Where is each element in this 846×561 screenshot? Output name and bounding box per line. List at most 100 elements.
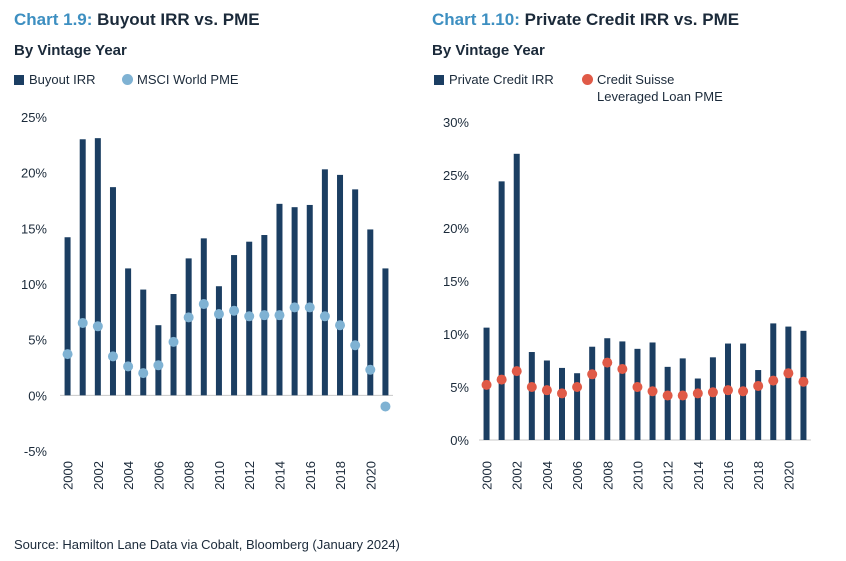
x-tick-label: 2020: [363, 461, 378, 490]
y-tick-label: 0%: [28, 388, 47, 403]
bar: [604, 338, 611, 440]
bar: [785, 326, 792, 440]
pme-point: [707, 387, 718, 398]
pme-point: [123, 361, 134, 372]
pme-point: [107, 351, 118, 362]
bar: [574, 373, 581, 440]
bar: [200, 238, 207, 396]
pme-point: [335, 320, 346, 331]
bar: [79, 139, 86, 396]
pme-point: [289, 302, 300, 313]
pme-point: [692, 388, 703, 399]
x-tick-label: 2016: [303, 461, 318, 490]
bar: [337, 174, 344, 396]
y-tick-label: 10%: [443, 327, 469, 342]
y-tick-label: 20%: [21, 166, 47, 181]
y-tick-label: 25%: [443, 168, 469, 183]
chart-title: Chart 1.9: Buyout IRR vs. PME: [14, 10, 260, 30]
x-tick-label: 2018: [751, 461, 766, 490]
pme-point: [168, 336, 179, 347]
y-tick-label: -5%: [24, 444, 48, 459]
pme-point: [92, 321, 103, 332]
bar: [709, 357, 716, 440]
x-tick-label: 2008: [182, 461, 197, 490]
y-tick-label: 10%: [21, 277, 47, 292]
pme-point: [319, 311, 330, 322]
pme-point: [557, 388, 567, 399]
x-tick-label: 2012: [661, 461, 676, 490]
bar: [382, 268, 389, 396]
bar: [64, 237, 71, 396]
x-tick-label: 2004: [540, 461, 555, 490]
bar: [559, 367, 565, 440]
y-tick-label: 0%: [450, 433, 469, 448]
pme-point: [229, 305, 240, 316]
bar: [321, 169, 328, 396]
pme-point: [798, 376, 809, 387]
pme-point: [274, 310, 285, 321]
pme-point: [587, 369, 598, 380]
x-tick-label: 2000: [480, 461, 495, 490]
bar: [367, 229, 374, 396]
pme-point: [647, 386, 658, 397]
bar: [276, 203, 283, 396]
pme-point: [304, 302, 315, 313]
bar: [513, 153, 520, 441]
bar: [215, 286, 222, 396]
y-tick-label: 15%: [21, 221, 47, 236]
legend-label: Buyout IRR: [29, 72, 96, 87]
pme-point: [77, 317, 88, 328]
bar: [589, 346, 596, 440]
legend-label: MSCI World PME: [137, 72, 239, 87]
legend-dot-swatch: [122, 74, 133, 85]
bar: [694, 378, 701, 440]
pme-point: [602, 357, 613, 368]
pme-point: [153, 360, 164, 371]
pme-point: [768, 375, 779, 386]
chart-number: Chart 1.9:: [14, 10, 93, 29]
x-tick-label: 2002: [91, 461, 106, 490]
pme-point: [677, 390, 688, 401]
legend-label-line2: Leveraged Loan PME: [597, 89, 723, 104]
legend-bar-swatch: [14, 75, 24, 85]
pme-point: [541, 385, 552, 396]
x-tick-label: 2004: [121, 461, 136, 490]
chart-panel-private-credit: Chart 1.10: Private Credit IRR vs. PME B…: [420, 0, 840, 520]
pme-point: [753, 380, 764, 391]
x-tick-label: 2002: [510, 461, 525, 490]
pme-point: [138, 368, 149, 379]
chart-plot-private-credit: 30% 25% 20% 15% 10% 5% 0% 2000 2002 2004 2006 2008 2…: [443, 115, 811, 490]
pme-point: [738, 386, 749, 397]
bar: [634, 348, 641, 440]
x-tick-label: 2014: [691, 461, 706, 490]
bar: [231, 255, 238, 396]
x-tick-label: 2010: [630, 461, 645, 490]
legend-dot-swatch: [582, 74, 593, 85]
bar: [125, 268, 132, 396]
pme-point: [783, 368, 794, 379]
chart-title-text: Private Credit IRR vs. PME: [524, 10, 740, 29]
y-tick-label: 5%: [450, 380, 469, 395]
pme-point: [662, 390, 673, 401]
bar: [619, 341, 626, 440]
pme-point: [62, 349, 73, 360]
bar: [109, 187, 116, 396]
bar: [528, 352, 535, 440]
pme-point: [481, 379, 492, 390]
chart-panel-buyout: Chart 1.9: Buyout IRR vs. PME By Vintage…: [0, 0, 420, 520]
y-tick-label: 30%: [443, 115, 469, 130]
pme-point: [350, 340, 361, 351]
chart-number: Chart 1.10:: [432, 10, 520, 29]
pme-point: [213, 309, 224, 320]
legend-label: Credit Suisse: [597, 72, 675, 87]
pme-point: [259, 310, 270, 321]
pme-point: [183, 312, 194, 323]
legend-bar-swatch: [434, 75, 444, 85]
x-tick-label: 2006: [151, 461, 166, 490]
x-tick-label: 2000: [61, 461, 76, 490]
source-note: Source: Hamilton Lane Data via Cobalt, B…: [14, 537, 400, 552]
x-tick-label: 2018: [333, 461, 348, 490]
legend-label: Private Credit IRR: [449, 72, 554, 87]
pme-point: [511, 366, 522, 377]
y-tick-label: 15%: [443, 274, 469, 289]
